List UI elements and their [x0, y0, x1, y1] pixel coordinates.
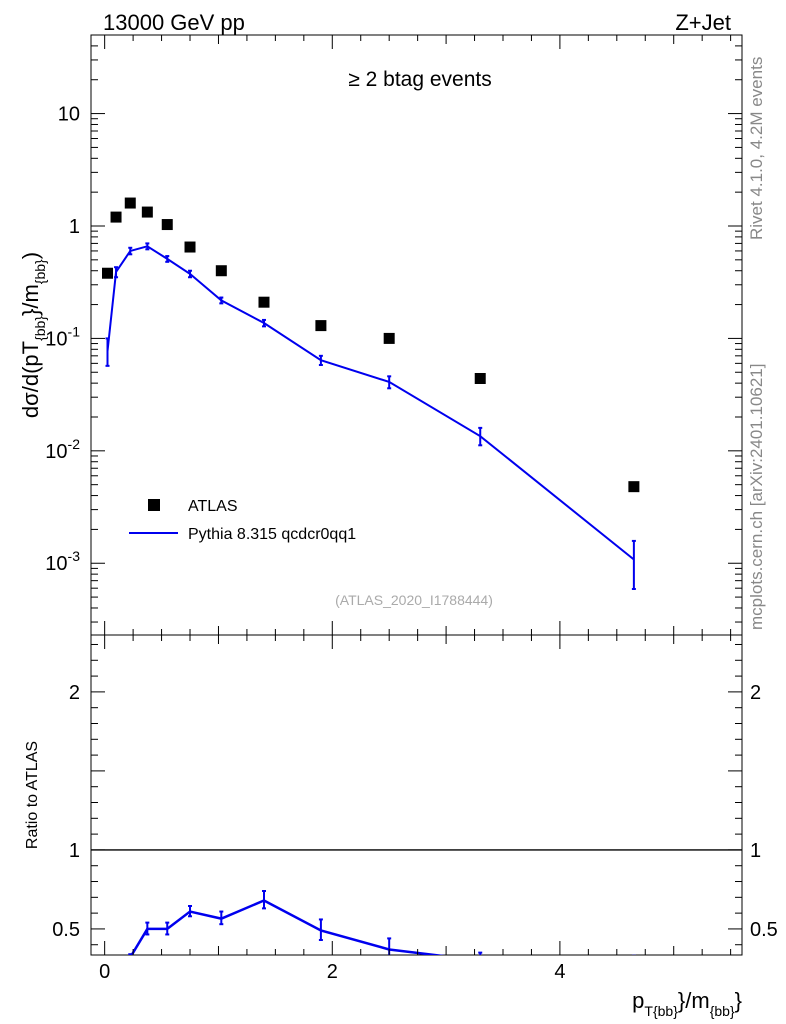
atlas-data-point: [184, 241, 196, 253]
axis-layer: 10-3 10-2 10-1 1 10 0 2 4 0.5 0.5 1 1 2 2: [45, 34, 778, 983]
x-tick-label: 0: [99, 961, 110, 983]
main-y-tick-label: 10: [58, 104, 80, 126]
pythia-line: [106, 245, 635, 561]
atlas-data-point: [102, 267, 114, 279]
legend-atlas-marker: [148, 499, 160, 511]
legend-atlas-label: ATLAS: [188, 498, 238, 515]
x-axis-label: pT{bb}}/m{bb}}: [632, 988, 742, 1019]
subtitle-label: ≥ 2 btag events: [348, 68, 491, 91]
main-plot-layer: [102, 197, 640, 591]
ratio-plot-layer: [91, 849, 742, 955]
ratio-line: [130, 899, 446, 955]
process-label: Z+Jet: [675, 10, 731, 35]
atlas-data-point: [110, 211, 122, 223]
atlas-data-point: [383, 332, 395, 344]
main-y-tick-label: 10-2: [45, 436, 80, 463]
main-plot-frame: [90, 34, 743, 636]
main-y-tick-label: 1: [69, 216, 80, 238]
ratio-y-tick-label: 1: [69, 840, 80, 862]
x-tick-label: 2: [327, 961, 338, 983]
atlas-data-point: [141, 206, 153, 218]
ratio-y-tick-label-right: 2: [750, 682, 761, 704]
mcplots-source-label: mcplots.cern.ch [arXiv:2401.10621]: [747, 364, 766, 630]
atlas-data-point: [628, 481, 640, 493]
rivet-version-label: Rivet 4.1.0, 4.2M events: [747, 57, 766, 240]
atlas-data-point: [161, 219, 173, 231]
ratio-plot-frame: [90, 634, 743, 956]
atlas-data-point: [215, 265, 227, 277]
ratio-y-axis-label: Ratio to ATLAS: [24, 741, 41, 849]
x-tick-label: 4: [554, 961, 565, 983]
atlas-data-point: [124, 197, 136, 209]
main-y-tick-label: 10-1: [45, 323, 80, 350]
main-y-axis-label: dσ/d(pT{bb}}/m{bb}): [18, 252, 48, 418]
legend-pythia-label: Pythia 8.315 qcdcr0qq1: [188, 526, 356, 543]
ratio-y-tick-label-right: 0.5: [750, 919, 778, 941]
analysis-id-label: (ATLAS_2020_I1788444): [335, 592, 493, 608]
ratio-y-tick-label: 2: [69, 682, 80, 704]
ratio-y-tick-label-right: 1: [750, 840, 761, 862]
atlas-data-point: [474, 372, 486, 384]
ratio-y-tick-label: 0.5: [52, 919, 80, 941]
energy-label: 13000 GeV pp: [103, 10, 245, 35]
main-y-tick-label: 10-3: [45, 548, 80, 575]
atlas-data-point: [258, 296, 270, 308]
atlas-data-point: [315, 320, 327, 332]
